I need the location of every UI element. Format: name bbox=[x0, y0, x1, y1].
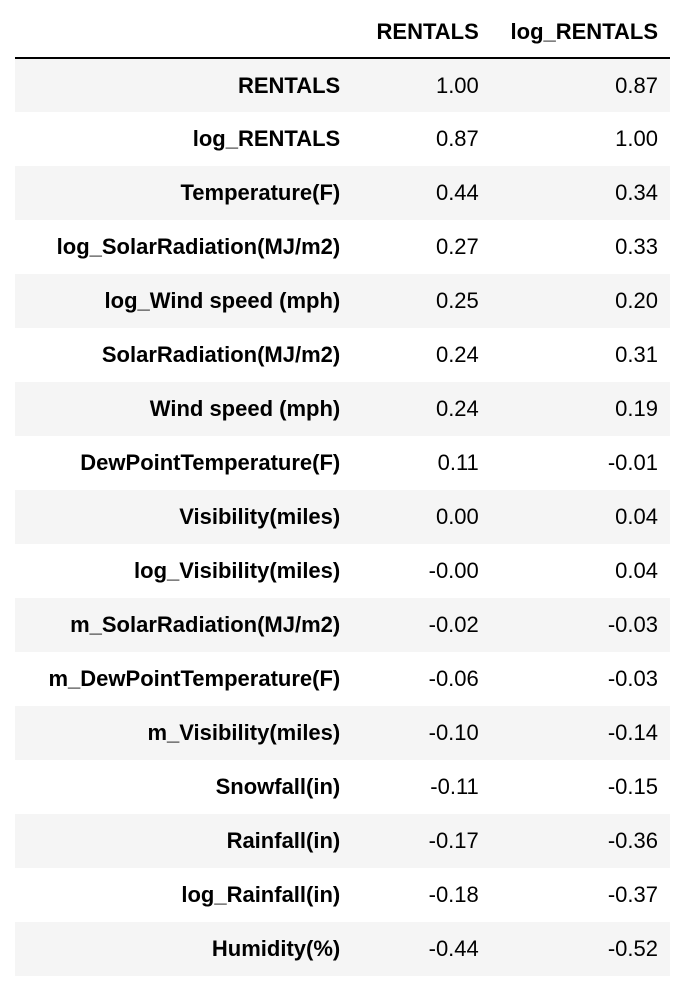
table-body: RENTALS 1.00 0.87 log_RENTALS 0.87 1.00 Temper… bbox=[15, 58, 670, 976]
cell-log-rentals: 0.31 bbox=[615, 342, 658, 367]
row-label: m_Visibility(miles) bbox=[147, 720, 341, 745]
row-label: log_Visibility(miles) bbox=[134, 558, 341, 583]
cell-log-rentals: 0.34 bbox=[615, 180, 658, 205]
correlation-table: RENTALS log_RENTALS RENTALS 1.00 0.87 log_R… bbox=[15, 7, 670, 976]
cell-rentals: -0.11 bbox=[430, 774, 479, 799]
row-label: m_DewPointTemperature(F) bbox=[48, 666, 341, 691]
cell-log-rentals: -0.03 bbox=[607, 666, 658, 691]
cell-log-rentals: 1.00 bbox=[615, 126, 658, 151]
column-header-rentals: RENTALS bbox=[352, 7, 491, 59]
table-row: DewPointTemperature(F) 0.11 -0.01 bbox=[15, 436, 670, 490]
table-row: RENTALS 1.00 0.87 bbox=[15, 58, 670, 112]
cell-log-rentals: 0.33 bbox=[615, 234, 658, 259]
table-row: Snowfall(in) -0.11 -0.15 bbox=[15, 760, 670, 814]
cell-log-rentals: -0.14 bbox=[607, 720, 658, 745]
table-row: Visibility(miles) 0.00 0.04 bbox=[15, 490, 670, 544]
row-label: Wind speed (mph) bbox=[149, 396, 341, 421]
cell-rentals: 0.87 bbox=[435, 126, 479, 151]
row-label: RENTALS bbox=[237, 72, 341, 98]
cell-rentals: -0.00 bbox=[428, 558, 479, 583]
row-label: log_SolarRadiation(MJ/m2) bbox=[56, 234, 341, 259]
table-row: Rainfall(in) -0.17 -0.36 bbox=[15, 814, 670, 868]
table-row: Humidity(%) -0.44 -0.52 bbox=[15, 922, 670, 976]
column-header-log-rentals: log_RENTALS bbox=[490, 7, 670, 59]
row-label: DewPointTemperature(F) bbox=[80, 450, 341, 475]
cell-log-rentals: 0.04 bbox=[615, 504, 658, 529]
row-label: log_Rainfall(in) bbox=[181, 882, 341, 907]
cell-rentals: 0.11 bbox=[437, 450, 479, 475]
cell-log-rentals: -0.03 bbox=[607, 612, 658, 637]
table-header: RENTALS log_RENTALS bbox=[15, 7, 670, 59]
table-row: log_SolarRadiation(MJ/m2) 0.27 0.33 bbox=[15, 220, 670, 274]
row-label: Humidity(%) bbox=[211, 936, 341, 961]
cell-log-rentals: -0.36 bbox=[607, 828, 658, 853]
row-label: log_RENTALS bbox=[192, 126, 341, 151]
index-header-cell bbox=[15, 7, 353, 59]
cell-rentals: 0.00 bbox=[435, 504, 479, 529]
row-label: m_SolarRadiation(MJ/m2) bbox=[70, 612, 341, 637]
table-row: Wind speed (mph) 0.24 0.19 bbox=[15, 382, 670, 436]
cell-log-rentals: -0.52 bbox=[607, 936, 658, 961]
row-label: Snowfall(in) bbox=[215, 774, 341, 799]
cell-log-rentals: 0.19 bbox=[615, 396, 658, 421]
row-label: Rainfall(in) bbox=[226, 828, 341, 853]
cell-log-rentals: -0.01 bbox=[607, 450, 658, 475]
cell-rentals: -0.10 bbox=[428, 720, 479, 745]
cell-log-rentals: -0.15 bbox=[607, 774, 658, 799]
cell-rentals: 0.24 bbox=[435, 396, 479, 421]
table-row: m_DewPointTemperature(F) -0.06 -0.03 bbox=[15, 652, 670, 706]
header-row: RENTALS log_RENTALS bbox=[15, 7, 670, 59]
cell-rentals: 0.44 bbox=[435, 180, 479, 205]
row-label: SolarRadiation(MJ/m2) bbox=[101, 342, 341, 367]
table-row: m_Visibility(miles) -0.10 -0.14 bbox=[15, 706, 670, 760]
cell-log-rentals: -0.37 bbox=[607, 882, 658, 907]
cell-rentals: -0.44 bbox=[428, 936, 479, 961]
cell-rentals: -0.06 bbox=[428, 666, 479, 691]
table-row: log_Visibility(miles) -0.00 0.04 bbox=[15, 544, 670, 598]
cell-rentals: 0.25 bbox=[435, 288, 479, 313]
table-row: log_RENTALS 0.87 1.00 bbox=[15, 112, 670, 166]
table-row: m_SolarRadiation(MJ/m2) -0.02 -0.03 bbox=[15, 598, 670, 652]
cell-log-rentals: 0.20 bbox=[615, 288, 658, 313]
cell-rentals: -0.17 bbox=[428, 828, 479, 853]
cell-rentals: 0.27 bbox=[435, 234, 479, 259]
cell-log-rentals: 0.87 bbox=[615, 72, 658, 98]
table-row: Temperature(F) 0.44 0.34 bbox=[15, 166, 670, 220]
cell-rentals: 1.00 bbox=[435, 72, 479, 98]
cell-log-rentals: 0.04 bbox=[615, 558, 658, 583]
row-label: Visibility(miles) bbox=[179, 504, 341, 529]
table-row: SolarRadiation(MJ/m2) 0.24 0.31 bbox=[15, 328, 670, 382]
table-row: log_Wind speed (mph) 0.25 0.20 bbox=[15, 274, 670, 328]
row-label: Temperature(F) bbox=[180, 180, 341, 205]
cell-rentals: 0.24 bbox=[435, 342, 479, 367]
row-label: log_Wind speed (mph) bbox=[104, 288, 341, 313]
cell-rentals: -0.18 bbox=[428, 882, 479, 907]
table-row: log_Rainfall(in) -0.18 -0.37 bbox=[15, 868, 670, 922]
cell-rentals: -0.02 bbox=[428, 612, 479, 637]
